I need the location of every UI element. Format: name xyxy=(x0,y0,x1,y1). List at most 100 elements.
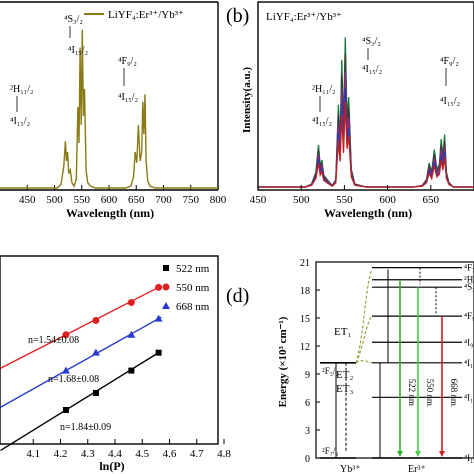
panel-d-y-tick-label: 21 xyxy=(300,258,310,269)
panel-d-emission-label: 522 nm xyxy=(407,379,417,406)
panel-b-spectrum-line-5 xyxy=(258,101,474,188)
panel-c-x-tick-label: 4.1 xyxy=(26,448,40,460)
panel-a-x-axis-label: Wavelength (nm) xyxy=(66,206,154,220)
panel-a-x-tick-label: 600 xyxy=(101,194,118,206)
panel-b-x-tick-label: 500 xyxy=(293,194,310,206)
panel-b-x-axis-label: Wavelength (nm) xyxy=(324,206,412,220)
panel-b-label: (b) xyxy=(226,5,249,27)
panel-d-y-tick-label: 3 xyxy=(305,426,310,437)
panel-c-legend-label: 522 nm xyxy=(176,263,210,275)
panel-d-frame xyxy=(315,261,474,459)
panel-c-x-tick-label: 4.2 xyxy=(54,448,68,460)
panel-d-er-level-label: ⁴F₉/₂ xyxy=(464,311,474,321)
panel-c-point-522 xyxy=(62,406,69,413)
panel-c-x-tick-label: 4.7 xyxy=(190,448,204,460)
panel-d-emission-arrowhead xyxy=(415,451,421,457)
panel-a-annotations: ²H₁₁/₂ ⁴I₁₅/₂ ⁴S₃/₂ ⁴I₁₅/₂ ⁴F₉/₂ ⁴I₁₅/₂ xyxy=(10,14,138,127)
panel-c-point-668 xyxy=(61,366,70,374)
panel-b-annotation-s32-lower: ⁴I₁₅/₂ xyxy=(362,64,382,75)
panel-c-fit-line-522-nm xyxy=(0,350,162,452)
panel-d-emission-arrowhead xyxy=(439,451,445,457)
panel-c: 4.1 4.2 4.3 4.4 4.5 4.6 4.7 4.8 ln(P) 522 nm 550… xyxy=(0,255,231,473)
panel-d-y-ticks: 0 3 6 9 12 15 18 21 xyxy=(300,258,320,465)
panel-c-plot-frame xyxy=(0,255,219,445)
panel-a-legend-label: LiYF₄:Er³⁺/Yb³⁺ xyxy=(108,9,184,21)
panel-c-fit-668: n=1.68±0.08 xyxy=(48,374,99,385)
panel-c-point-522 xyxy=(128,367,135,374)
panel-d-er-level-label: ⁴I₉/₂ xyxy=(464,337,474,347)
panel-c-point-550 xyxy=(62,331,70,339)
panel-c-fit-550: n=1.54±0.08 xyxy=(28,335,79,346)
panel-c-point-668 xyxy=(91,348,100,356)
panel-b-annotation-f92-upper: ⁴F₉/₂ xyxy=(440,56,459,67)
panel-d-er-ion-label: Er³⁺ xyxy=(408,464,426,474)
panel-c-legend: 522 nm 550 nm 668 nm xyxy=(162,263,210,313)
panel-a-x-tick-label: 550 xyxy=(74,194,91,206)
panel-d-y-tick-label: 6 xyxy=(305,398,310,409)
panel-d-emission-label: 550 nm xyxy=(425,379,435,406)
panel-d-et2-path xyxy=(355,315,373,364)
panel-b-x-tick-label: 650 xyxy=(423,194,440,206)
panel-d-er-level-label: ⁴I₁₅/₂ xyxy=(464,453,474,463)
panel-b-plot-frame xyxy=(257,1,474,191)
panel-a-x-ticks: 450 500 550 600 650 700 750 800 xyxy=(19,185,227,206)
panel-a-x-tick-label: 750 xyxy=(183,194,200,206)
panel-a-annotation-h11-lower: ⁴I₁₅/₂ xyxy=(10,116,30,127)
panel-b-annotation-f92-lower: ⁴I₁₅/₂ xyxy=(440,96,460,107)
panel-b-spectra xyxy=(258,37,474,188)
panel-c-point-550 xyxy=(155,283,163,291)
panel-c-x-tick-label: 4.3 xyxy=(81,448,95,460)
panel-d-et3-label: ET₃ xyxy=(336,383,353,395)
panel-d-emission-label: 668 nm xyxy=(449,379,459,406)
panel-d-er-level-label: ⁴I₁₃/₂ xyxy=(464,392,474,402)
panel-d-yb-ion-label: Yb³⁺ xyxy=(340,464,361,474)
panel-c-point-550 xyxy=(92,316,100,324)
panel-d-label: (d) xyxy=(226,285,249,307)
panel-b-x-tick-label: 550 xyxy=(336,194,353,206)
panel-d-yb-level-upper: ²F₅/₂ xyxy=(322,366,338,376)
panel-c-point-668 xyxy=(127,330,136,338)
panel-b-x-tick-label: 450 xyxy=(250,194,267,206)
panel-d-y-tick-label: 15 xyxy=(300,314,310,325)
panel-c-point-550 xyxy=(127,299,135,307)
panel-d-y-tick-label: 0 xyxy=(305,454,310,465)
panel-c-x-tick-label: 4.4 xyxy=(108,448,122,460)
panel-b-x-ticks: 450 500 550 600 650 xyxy=(250,185,440,206)
panel-a-annotation-s32-upper: ⁴S₃/₂ xyxy=(64,14,83,25)
panel-a-annotation-s32-lower: ⁴I₁₅/₂ xyxy=(68,45,88,56)
panel-a: 450 500 550 600 650 700 750 800 Wavelength (nm)… xyxy=(0,1,227,220)
panel-c-fit-line-668-nm xyxy=(0,316,162,408)
panel-c-point-522 xyxy=(92,389,99,396)
panel-a-x-tick-label: 800 xyxy=(210,194,227,206)
panel-c-point-668 xyxy=(154,314,163,322)
panel-d-yb-level-lower: ²F₇/₂ xyxy=(322,446,338,456)
panel-a-plot-frame xyxy=(0,1,219,191)
panel-c-x-ticks: 4.1 4.2 4.3 4.4 4.5 4.6 4.7 4.8 xyxy=(26,439,231,460)
panel-c-legend-marker xyxy=(162,302,170,309)
panel-c-x-tick-label: 4.8 xyxy=(217,448,231,460)
panel-c-legend-marker xyxy=(163,265,169,271)
panel-c-x-tick-label: 4.5 xyxy=(135,448,149,460)
panel-d-y-tick-label: 9 xyxy=(305,370,310,381)
panel-b-annotations: ²H₁₁/₂ ⁴I₁₅/₂ ⁴S₃/₂ ⁴I₁₅/₂ ⁴F₉/₂ ⁴I₁₅/₂ xyxy=(312,36,460,127)
panel-d-er-level-label: ²H₁₁/₂ xyxy=(464,275,474,285)
panel-d-et3-path xyxy=(355,360,373,364)
panel-b-spectrum-line-3 xyxy=(258,71,474,188)
panel-a-legend: LiYF₄:Er³⁺/Yb³⁺ xyxy=(84,9,184,21)
panel-a-annotation-f92-upper: ⁴F₉/₂ xyxy=(118,56,137,67)
panel-c-legend-label: 668 nm xyxy=(176,301,210,313)
panel-b-x-tick-label: 600 xyxy=(379,194,396,206)
panel-b-annotation-h11-upper: ²H₁₁/₂ xyxy=(312,84,335,95)
panel-c-x-axis-label: ln(P) xyxy=(99,459,124,473)
panel-d-et1-label: ET₁ xyxy=(334,326,351,338)
panel-b-y-axis-label: Intensity(a.u.) xyxy=(241,67,253,133)
panel-b-annotation-s32-upper: ⁴S₃/₂ xyxy=(362,36,381,47)
panel-c-fit-522: n=1.84±0.09 xyxy=(60,422,111,433)
panel-d-et1-path xyxy=(355,269,373,363)
panel-d-y-tick-label: 12 xyxy=(300,342,310,353)
panel-d-emission-arrowhead xyxy=(397,451,403,457)
panel-c-fit-line-550-nm xyxy=(0,285,162,369)
panel-b: (b) Intensity(a.u.) 450 500 550 600 650 Wave… xyxy=(226,1,474,220)
panel-d-er-level-label: ⁴F₇/₂ xyxy=(464,263,474,273)
